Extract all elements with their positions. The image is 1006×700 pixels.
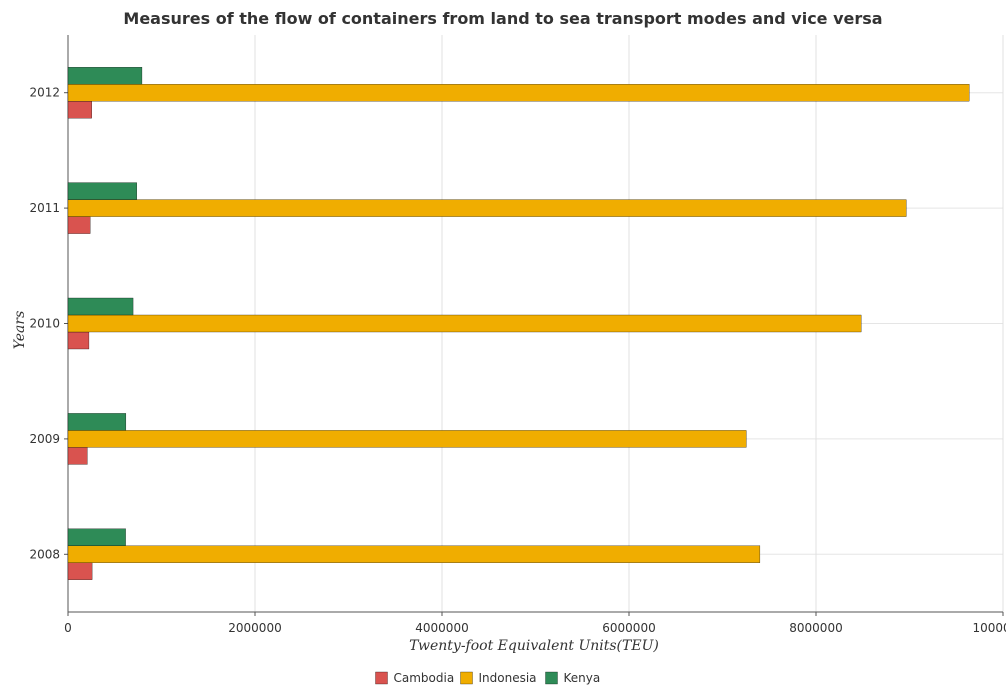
bar: [67, 562, 93, 580]
x-tick-label: 10000000: [972, 621, 1006, 635]
bar: [67, 528, 126, 546]
bar: [67, 331, 90, 350]
bar: [67, 199, 907, 217]
bar: [67, 84, 970, 102]
x-tick-label: 2000000: [228, 621, 281, 635]
legend-swatch: [545, 671, 558, 685]
chart-title: Measures of the flow of containers from …: [123, 9, 882, 28]
y-axis-label: Years: [12, 311, 28, 350]
y-tick-label: 2012: [29, 86, 60, 100]
bar: [67, 545, 761, 563]
y-tick-label: 2008: [29, 547, 60, 561]
x-tick-label: 6000000: [602, 621, 655, 635]
bar: [67, 216, 91, 234]
bar: [67, 67, 143, 85]
legend-label: Indonesia: [479, 671, 537, 685]
legend-label: Cambodia: [394, 671, 455, 685]
x-axis-label: Twenty-foot Equivalent Units(TEU): [409, 638, 659, 654]
x-tick-label: 8000000: [789, 621, 842, 635]
bar: [67, 182, 137, 200]
bar: [67, 101, 92, 119]
x-tick-label: 0: [64, 621, 72, 635]
legend-swatch: [460, 671, 473, 685]
bar: [67, 297, 134, 316]
y-tick-label: 2009: [29, 432, 60, 446]
y-tick-label: 2011: [29, 201, 60, 215]
bar: [67, 447, 88, 465]
legend-label: Kenya: [564, 671, 601, 685]
y-tick-label: 2010: [29, 317, 60, 331]
bar: [67, 430, 747, 448]
legend-swatch: [375, 671, 388, 685]
bar: [67, 413, 127, 431]
x-tick-label: 4000000: [415, 621, 468, 635]
bar: [67, 314, 862, 333]
